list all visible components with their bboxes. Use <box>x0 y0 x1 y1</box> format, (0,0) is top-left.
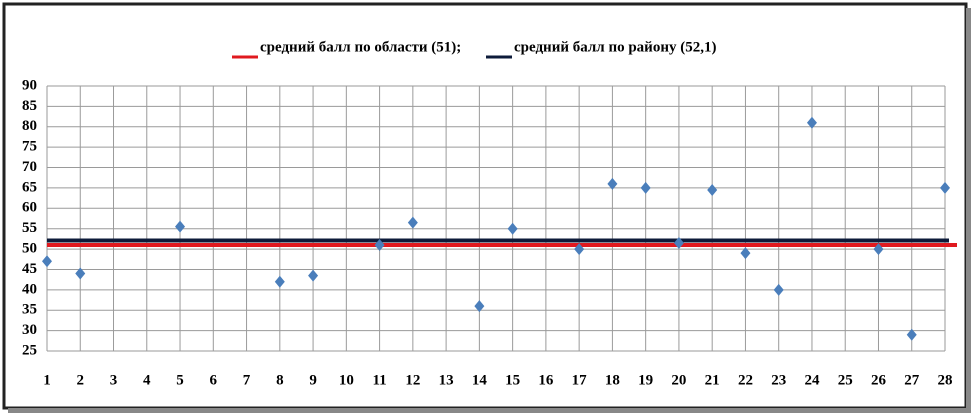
x-tick-label: 13 <box>439 372 454 388</box>
legend-label: средний балл по району (52,1) <box>514 39 716 55</box>
y-tick-label: 45 <box>22 261 37 277</box>
data-point <box>873 243 884 256</box>
x-tick-label: 5 <box>176 372 184 388</box>
data-point <box>507 222 518 235</box>
x-tick-label: 1 <box>43 372 51 388</box>
y-tick-label: 40 <box>22 281 37 297</box>
data-point <box>940 181 950 194</box>
x-tick-label: 24 <box>804 372 820 388</box>
y-tick-label: 85 <box>22 98 37 114</box>
x-tick-label: 10 <box>339 372 354 388</box>
y-tick-label: 30 <box>22 322 37 338</box>
data-point <box>75 267 86 280</box>
y-tick-label: 65 <box>22 179 37 195</box>
data-point <box>740 247 751 260</box>
x-tick-label: 15 <box>505 372 520 388</box>
data-point <box>607 177 618 190</box>
y-tick-label: 60 <box>22 200 37 216</box>
y-tick-label: 25 <box>22 342 37 358</box>
x-tick-label: 22 <box>738 372 753 388</box>
x-tick-label: 16 <box>538 372 554 388</box>
data-point <box>707 183 718 196</box>
data-point <box>407 216 418 229</box>
data-point <box>673 236 684 249</box>
x-tick-label: 7 <box>243 372 251 388</box>
x-tick-label: 11 <box>372 372 386 388</box>
data-point <box>773 283 784 296</box>
x-tick-label: 18 <box>605 372 620 388</box>
data-point <box>906 328 917 341</box>
frame-shadow <box>966 8 971 411</box>
data-point <box>274 275 285 288</box>
x-tick-label: 8 <box>276 372 284 388</box>
frame <box>2 2 968 410</box>
data-point <box>42 255 52 268</box>
x-tick-label: 12 <box>405 372 420 388</box>
y-tick-label: 90 <box>22 77 37 93</box>
data-point <box>640 181 651 194</box>
x-tick-label: 4 <box>143 372 151 388</box>
x-tick-label: 23 <box>771 372 786 388</box>
data-point <box>574 243 585 256</box>
y-tick-label: 70 <box>22 159 37 175</box>
x-tick-label: 17 <box>572 372 588 388</box>
x-tick-label: 6 <box>210 372 218 388</box>
x-tick-label: 2 <box>77 372 85 388</box>
x-tick-label: 20 <box>671 372 686 388</box>
y-tick-label: 35 <box>22 302 37 318</box>
x-tick-label: 25 <box>838 372 853 388</box>
data-point <box>474 300 485 313</box>
x-tick-label: 28 <box>938 372 953 388</box>
x-tick-label: 14 <box>472 372 488 388</box>
x-tick-label: 19 <box>638 372 653 388</box>
data-point <box>374 239 385 251</box>
x-tick-label: 9 <box>309 372 317 388</box>
y-tick-label: 75 <box>22 139 37 155</box>
data-point <box>175 220 186 233</box>
y-tick-label: 50 <box>22 241 37 257</box>
data-point <box>308 269 319 282</box>
data-point <box>806 116 817 129</box>
x-tick-label: 26 <box>871 372 887 388</box>
x-tick-label: 3 <box>110 372 118 388</box>
x-tick-label: 21 <box>705 372 720 388</box>
frame-shadow <box>8 408 971 413</box>
y-tick-label: 80 <box>22 118 37 134</box>
legend-label: средний балл по области (51); <box>260 39 461 55</box>
y-tick-label: 55 <box>22 220 37 236</box>
x-tick-label: 27 <box>904 372 920 388</box>
